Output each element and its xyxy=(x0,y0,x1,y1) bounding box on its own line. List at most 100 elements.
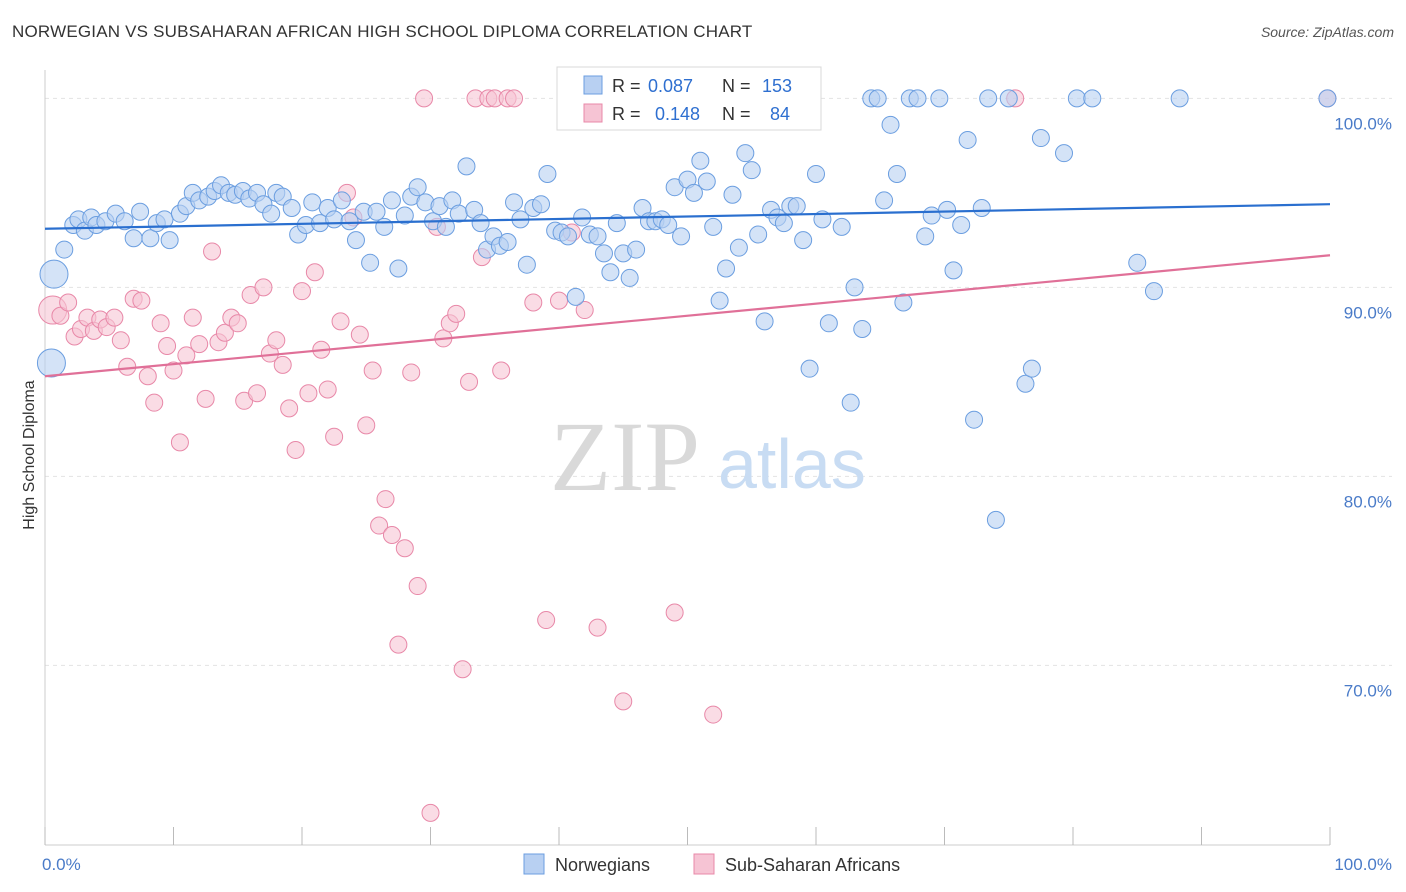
norwegians-point-67 xyxy=(517,255,536,274)
trend-lines xyxy=(44,203,1331,378)
norwegians-point-129 xyxy=(938,200,957,219)
subsaharan-point-15 xyxy=(145,393,164,412)
norwegians-point-142 xyxy=(1067,89,1086,108)
norwegians-point-103 xyxy=(755,312,774,331)
chart-title: NORWEGIAN VS SUBSAHARAN AFRICAN HIGH SCH… xyxy=(12,22,753,41)
norwegians-point-121 xyxy=(881,115,900,134)
norwegians-point-0 xyxy=(36,348,66,378)
series-legend-label-norwegians: Norwegians xyxy=(555,855,650,875)
subsaharan-point-35 xyxy=(273,355,292,374)
chart-source: Source: ZipAtlas.com xyxy=(1260,24,1394,40)
norwegians-point-58 xyxy=(457,157,476,176)
subsaharan-point-50 xyxy=(370,516,389,535)
subsaharan-point-80 xyxy=(665,603,684,622)
legend-n-value-2: 84 xyxy=(770,104,790,124)
subsaharan-point-24 xyxy=(203,242,222,261)
norwegians-point-117 xyxy=(853,319,872,338)
trend-line-norwegians xyxy=(44,203,1331,230)
norwegians-point-64 xyxy=(498,233,517,252)
norwegians-point-108 xyxy=(787,197,806,216)
subsaharan-point-17 xyxy=(158,336,177,355)
norwegians-point-131 xyxy=(952,216,971,234)
norwegians-point-10 xyxy=(115,212,134,231)
subsaharan-point-31 xyxy=(248,384,267,403)
norwegians-point-40 xyxy=(332,191,351,210)
subsaharan-point-81 xyxy=(704,705,723,724)
series-norwegians-points xyxy=(36,89,1337,529)
subsaharan-point-56 xyxy=(408,577,427,596)
subsaharan-point-57 xyxy=(415,89,434,108)
legend-n-label-2: N = xyxy=(722,104,751,124)
norwegians-point-109 xyxy=(794,231,813,250)
subsaharan-point-2 xyxy=(59,293,78,312)
norwegians-point-90 xyxy=(672,227,691,246)
norwegians-point-133 xyxy=(965,410,984,429)
norwegians-point-44 xyxy=(361,253,380,272)
norwegians-point-127 xyxy=(922,206,941,225)
norwegians-point-106 xyxy=(774,214,793,233)
subsaharan-point-9 xyxy=(105,308,124,327)
norwegians-point-39 xyxy=(325,210,344,229)
norwegians-point-115 xyxy=(841,393,860,412)
norwegians-point-15 xyxy=(155,210,174,229)
norwegians-point-78 xyxy=(594,244,613,263)
norwegians-point-1 xyxy=(39,259,69,289)
y-tick-labels: 70.0% 80.0% 90.0% 100.0% xyxy=(1334,114,1392,700)
norwegians-point-98 xyxy=(723,185,742,204)
norwegians-point-60 xyxy=(471,214,490,233)
norwegians-point-45 xyxy=(367,202,386,221)
norwegians-point-83 xyxy=(627,240,646,259)
subsaharan-point-32 xyxy=(254,278,273,297)
norwegians-point-49 xyxy=(395,206,414,225)
legend-swatch-subsaharan xyxy=(583,103,603,123)
x-tick-label-0: 0.0% xyxy=(42,855,81,874)
subsaharan-point-71 xyxy=(505,89,524,108)
subsaharan-point-49 xyxy=(363,361,382,380)
norwegians-point-95 xyxy=(704,217,723,236)
subsaharan-point-73 xyxy=(537,611,556,630)
norwegians-point-138 xyxy=(1016,374,1035,393)
norwegians-point-47 xyxy=(382,191,401,210)
norwegians-point-12 xyxy=(131,202,150,221)
norwegians-point-123 xyxy=(894,293,913,312)
y-tick-label-0: 70.0% xyxy=(1344,681,1392,700)
norwegians-point-94 xyxy=(697,172,716,191)
subsaharan-point-47 xyxy=(350,325,369,344)
norwegians-point-144 xyxy=(1128,253,1147,272)
subsaharan-point-1 xyxy=(51,306,70,325)
norwegians-point-73 xyxy=(558,227,577,246)
y-tick-label-2: 90.0% xyxy=(1344,303,1392,322)
norwegians-point-48 xyxy=(389,259,408,278)
legend-r-value-2: 0.148 xyxy=(655,104,700,124)
norwegians-point-77 xyxy=(588,227,607,246)
subsaharan-point-10 xyxy=(111,331,130,350)
subsaharan-point-51 xyxy=(376,490,395,509)
subsaharan-point-18 xyxy=(164,361,183,380)
subsaharan-point-38 xyxy=(293,282,311,301)
norwegians-point-136 xyxy=(986,510,1005,529)
subsaharan-point-16 xyxy=(151,314,170,333)
norwegians-point-120 xyxy=(875,191,894,210)
norwegians-point-147 xyxy=(1318,89,1337,108)
norwegians-point-13 xyxy=(141,229,160,248)
norwegians-point-46 xyxy=(375,217,394,236)
norwegians-point-57 xyxy=(449,204,468,223)
subsaharan-point-39 xyxy=(299,384,318,403)
subsaharan-point-44 xyxy=(331,312,350,331)
norwegians-point-126 xyxy=(916,227,935,246)
series-legend-label-subsaharan: Sub-Saharan Africans xyxy=(725,855,900,875)
trend-line-subsaharan xyxy=(44,254,1331,378)
subsaharan-point-42 xyxy=(318,380,337,399)
subsaharan-point-72 xyxy=(524,293,543,312)
subsaharan-point-78 xyxy=(614,692,633,711)
subsaharan-point-58 xyxy=(421,803,440,822)
norwegians-point-135 xyxy=(979,89,998,108)
norwegians-point-134 xyxy=(972,198,991,217)
series-legend-swatch-norwegians xyxy=(523,853,545,875)
norwegians-point-93 xyxy=(691,151,710,170)
norwegians-point-30 xyxy=(262,204,281,223)
norwegians-point-145 xyxy=(1144,282,1163,301)
subsaharan-point-62 xyxy=(447,304,466,323)
norwegians-point-79 xyxy=(601,263,620,282)
legend-r-value-1: 0.087 xyxy=(648,76,693,96)
